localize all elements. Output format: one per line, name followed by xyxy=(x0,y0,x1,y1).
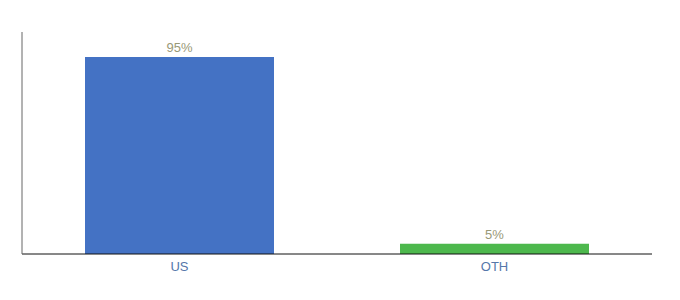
svg-text:US: US xyxy=(170,259,188,274)
svg-text:OTH: OTH xyxy=(481,259,508,274)
svg-text:5%: 5% xyxy=(485,227,504,242)
svg-text:95%: 95% xyxy=(166,40,192,55)
